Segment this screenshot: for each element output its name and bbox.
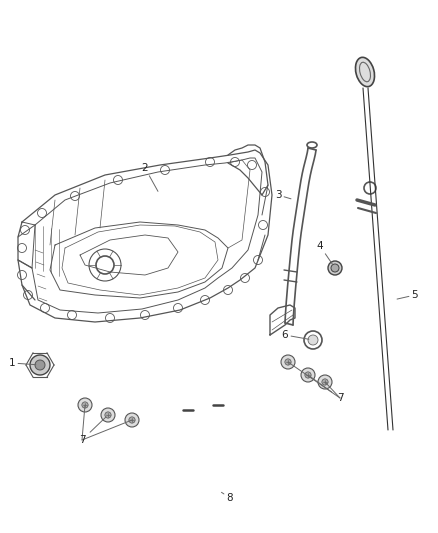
Text: 6: 6 [282,330,309,340]
Circle shape [322,379,328,385]
Circle shape [328,261,342,275]
Circle shape [35,360,45,370]
Circle shape [125,413,139,427]
Circle shape [30,355,50,375]
Circle shape [129,417,135,423]
Text: 7: 7 [310,377,343,403]
Text: 7: 7 [79,417,106,445]
Text: 8: 8 [222,492,233,503]
Circle shape [331,264,339,272]
Text: 1: 1 [9,358,36,368]
Text: 2: 2 [141,163,158,191]
Circle shape [301,368,315,382]
Circle shape [78,398,92,412]
Circle shape [308,335,318,345]
Text: 5: 5 [397,290,418,300]
Text: 3: 3 [275,190,291,200]
Circle shape [105,412,111,418]
Circle shape [281,355,295,369]
Circle shape [305,372,311,378]
Ellipse shape [356,58,374,87]
Circle shape [285,359,291,365]
Circle shape [101,408,115,422]
Text: 4: 4 [317,241,332,264]
Circle shape [318,375,332,389]
Circle shape [82,402,88,408]
